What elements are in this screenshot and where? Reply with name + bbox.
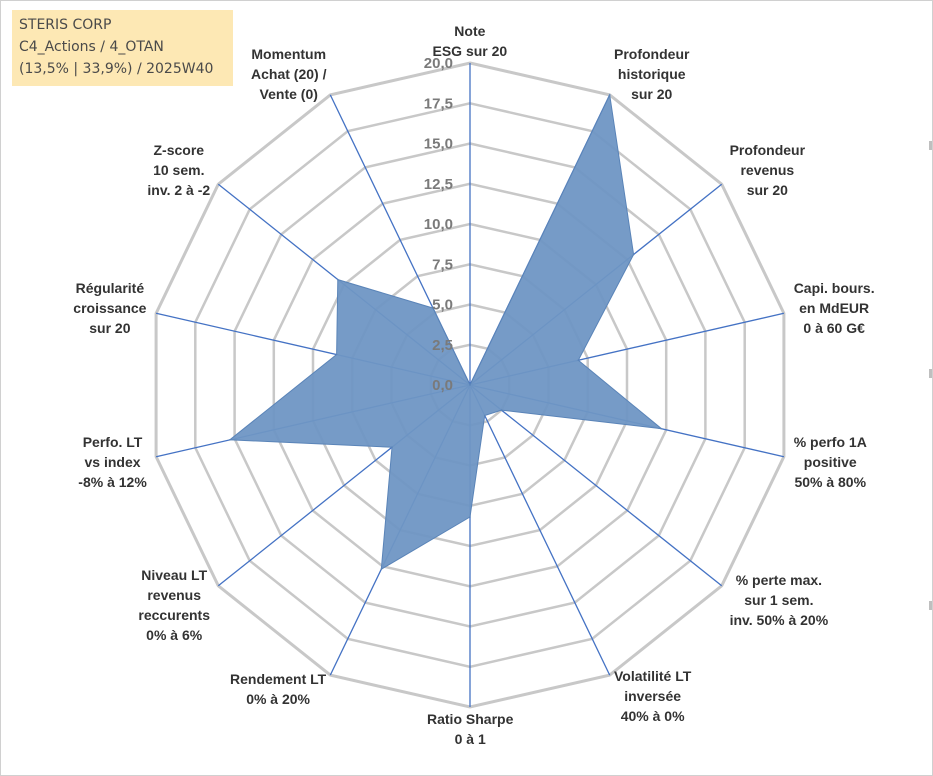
axis-label: Niveau LT revenus reccurents 0% à 6% bbox=[138, 565, 210, 645]
axis-label: % perfo 1A positive 50% à 80% bbox=[794, 432, 867, 492]
axis-label: Ratio Sharpe 0 à 1 bbox=[427, 709, 513, 749]
tick-label: 12,5 bbox=[424, 176, 453, 193]
axis-label-text: Régularité croissance sur 20 bbox=[73, 280, 147, 337]
data-point bbox=[469, 384, 471, 386]
tick-label: 20,0 bbox=[424, 55, 453, 72]
axis-label-text: Profondeur revenus sur 20 bbox=[729, 142, 806, 198]
edge-mark bbox=[929, 141, 932, 150]
tick-label: 17,5 bbox=[424, 95, 453, 112]
axis-label: Profondeur revenus sur 20 bbox=[730, 140, 805, 200]
tick-label: 15,0 bbox=[424, 136, 453, 153]
category-path: C4_Actions / 4_OTAN bbox=[19, 39, 164, 55]
axis-label-text: Profondeur historique sur 20 bbox=[614, 46, 690, 103]
radial-tick-labels: 0,0 2,5 5,0 7,5 10,0 12,5 15,0 17,5 20,0 bbox=[424, 55, 453, 394]
axis-label: Momentum Achat (20) / Vente (0) bbox=[251, 44, 326, 104]
company-name: STERIS CORP bbox=[19, 17, 112, 33]
axis-label-text: Volatilité LT inversée 40% à 0% bbox=[614, 667, 692, 724]
tick-label: 2,5 bbox=[432, 337, 453, 354]
axis-label-text: Z-score 10 sem. inv. 2 à -2 bbox=[147, 142, 211, 198]
edge-mark bbox=[929, 369, 932, 378]
data-point bbox=[337, 278, 339, 281]
data-point bbox=[577, 359, 580, 362]
header-info-box: STERIS CORP C4_Actions / 4_OTAN (13,5% |… bbox=[12, 10, 233, 86]
data-point bbox=[335, 353, 338, 356]
data-point bbox=[483, 414, 486, 417]
data-point bbox=[469, 516, 471, 518]
edge-mark bbox=[929, 601, 932, 610]
series-area bbox=[228, 93, 664, 571]
tick-label: 5,0 bbox=[432, 297, 453, 314]
axis-label-text: % perfo 1A positive 50% à 80% bbox=[793, 433, 867, 490]
axis-label-text: Note ESG sur 20 bbox=[432, 23, 508, 59]
axis-label-text: Perfo. LT vs index -8% à 12% bbox=[78, 433, 147, 490]
tick-label: 7,5 bbox=[432, 256, 453, 273]
data-point bbox=[608, 94, 611, 96]
axis-label-text: Momentum Achat (20) / Vente (0) bbox=[251, 46, 327, 103]
axis-label: Note ESG sur 20 bbox=[433, 21, 508, 61]
axis-label: Perfo. LT vs index -8% à 12% bbox=[78, 432, 146, 492]
axis-label: Capi. bours. en MdEUR 0 à 60 G€ bbox=[794, 278, 875, 338]
tick-label: 0,0 bbox=[432, 377, 453, 394]
axis-label: Z-score 10 sem. inv. 2 à -2 bbox=[147, 140, 210, 200]
data-point bbox=[391, 446, 393, 449]
axis-label-text: % perte max. sur 1 sem. inv. 50% à 20% bbox=[729, 572, 829, 628]
axis-label: Volatilité LT inversée 40% à 0% bbox=[614, 666, 691, 726]
data-point bbox=[660, 427, 663, 430]
axis-spoke bbox=[469, 384, 611, 676]
stats-line: (13,5% | 33,9%) / 2025W40 bbox=[19, 61, 214, 77]
axis-spoke bbox=[469, 384, 723, 587]
axis-label-text: Ratio Sharpe 0 à 1 bbox=[427, 711, 514, 747]
data-point bbox=[500, 409, 503, 411]
axis-label-text: Capi. bours. en MdEUR 0 à 60 G€ bbox=[793, 280, 875, 337]
axis-label: % perte max. sur 1 sem. inv. 50% à 20% bbox=[730, 570, 829, 630]
data-point bbox=[432, 307, 434, 309]
radar-series bbox=[228, 93, 664, 571]
axis-label-text: Rendement LT 0% à 20% bbox=[230, 670, 327, 707]
data-point bbox=[632, 253, 635, 256]
axis-label: Profondeur historique sur 20 bbox=[614, 44, 689, 104]
tick-label: 10,0 bbox=[424, 216, 453, 233]
axis-label: Régularité croissance sur 20 bbox=[73, 278, 146, 338]
axis-label-text: Niveau LT revenus reccurents 0% à 6% bbox=[138, 566, 210, 643]
axis-label: Rendement LT 0% à 20% bbox=[230, 669, 326, 709]
data-point bbox=[229, 439, 231, 441]
data-point bbox=[380, 568, 383, 570]
